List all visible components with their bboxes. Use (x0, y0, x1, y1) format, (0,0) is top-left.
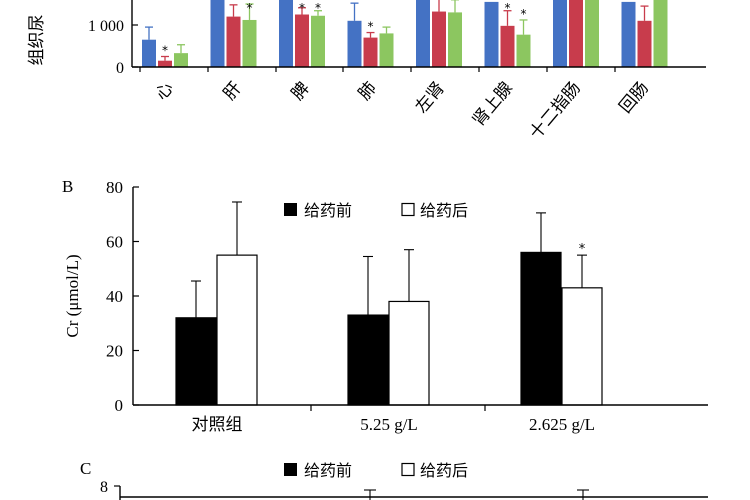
legend-swatch-before (284, 203, 297, 216)
panel-c-letter: C (80, 459, 91, 478)
panel-a-bar (484, 1, 499, 67)
panel-a-bar (311, 15, 325, 67)
panel-b-bar (347, 314, 389, 406)
legend-label-after: 给药后 (420, 461, 468, 480)
panel-a-bar (279, 0, 293, 67)
panel-b-significance-marker: * (579, 242, 586, 257)
panel-a: 组织尿 * * * * * * * 0 1 000 心 肝 脾 肺 左肾 肾上腺 十二指肠 回肠 (27, 0, 706, 143)
panel-b-category-label: 2.625 g/L (529, 415, 595, 434)
panel-a-significance-marker: * (247, 1, 253, 15)
panel-b-bar (175, 317, 217, 406)
panel-a-category-label: 心 (152, 78, 178, 104)
panel-b-letter: B (62, 177, 73, 196)
panel-c: C 给药前 给药后 8 (80, 459, 708, 500)
panel-a-significance-marker: * (521, 7, 527, 21)
panel-a-significance-marker: * (315, 1, 321, 15)
panel-b-y-tick-label: 80 (106, 178, 123, 197)
panel-a-bar (621, 1, 636, 67)
panel-a-category-label: 脾 (288, 78, 314, 104)
panel-a-category-label: 肾上腺 (469, 78, 517, 130)
panel-b-bar (388, 300, 430, 406)
panel-a-bar (226, 16, 241, 68)
panel-b-y-tick-label: 20 (106, 342, 123, 361)
panel-a-bar (448, 12, 462, 67)
panel-a-bar (295, 14, 309, 67)
panel-a-bar (637, 20, 652, 67)
panel-a-y-axis-label: 组织尿 (27, 15, 47, 66)
panel-a-y-tick-label: 1 000 (88, 18, 124, 35)
panel-a-bar (569, 0, 583, 67)
panel-b-bar (520, 251, 562, 406)
panel-b-bar (561, 287, 603, 406)
panel-a-y-tick-label: 0 (116, 60, 124, 77)
legend-label-before: 给药前 (304, 201, 352, 220)
panel-a-bar (500, 25, 515, 67)
legend-label-after: 给药后 (420, 201, 468, 220)
panel-a-bar (585, 0, 599, 67)
panel-a-bar (142, 39, 156, 67)
panel-a-significance-marker: * (505, 1, 511, 15)
panel-a-bar (553, 0, 567, 67)
panel-a-category-label: 肺 (355, 78, 381, 104)
panel-b-y-tick-label: 60 (106, 233, 123, 252)
panel-a-bar (158, 60, 172, 67)
panel-a-bar (516, 34, 531, 67)
panel-a-bar (210, 0, 225, 67)
panel-a-significance-marker: * (162, 44, 168, 58)
panel-b-legend: 给药前 给药后 (284, 201, 468, 220)
panel-c-legend: 给药前 给药后 (284, 461, 468, 480)
panel-b-y-tick-label: 40 (106, 287, 123, 306)
panel-a-category-label: 左肾 (412, 78, 449, 117)
legend-swatch-before (284, 463, 297, 476)
panel-a-bar (347, 20, 362, 67)
panel-b: B Cr (μmol/L) 给药前 给药后 * 0 20 40 60 80 对照组 5.2… (62, 177, 708, 435)
panel-a-bar (174, 53, 188, 67)
panel-a-bar (242, 19, 257, 67)
panel-a-significance-marker: * (299, 1, 305, 15)
panel-c-y-tick-label: 8 (100, 479, 108, 496)
panel-b-category-label: 5.25 g/L (360, 415, 418, 434)
panel-a-bar (653, 0, 668, 67)
legend-label-before: 给药前 (304, 461, 352, 480)
panel-a-bar (363, 37, 378, 67)
panel-b-bar (216, 254, 258, 406)
panel-a-bar (379, 33, 394, 67)
panel-a-bar (416, 0, 430, 67)
panel-b-y-tick-label: 0 (115, 396, 124, 415)
legend-swatch-after (401, 202, 415, 217)
legend-swatch-after (401, 462, 415, 477)
panel-a-significance-marker: * (368, 20, 374, 34)
panel-a-category-label: 十二指肠 (526, 78, 585, 143)
panel-a-bar (432, 11, 446, 68)
panel-a-category-label: 回肠 (616, 78, 653, 117)
panel-b-y-axis-label: Cr (μmol/L) (63, 254, 82, 337)
panel-b-category-label: 对照组 (192, 415, 243, 435)
panel-a-category-label: 肝 (220, 78, 246, 104)
